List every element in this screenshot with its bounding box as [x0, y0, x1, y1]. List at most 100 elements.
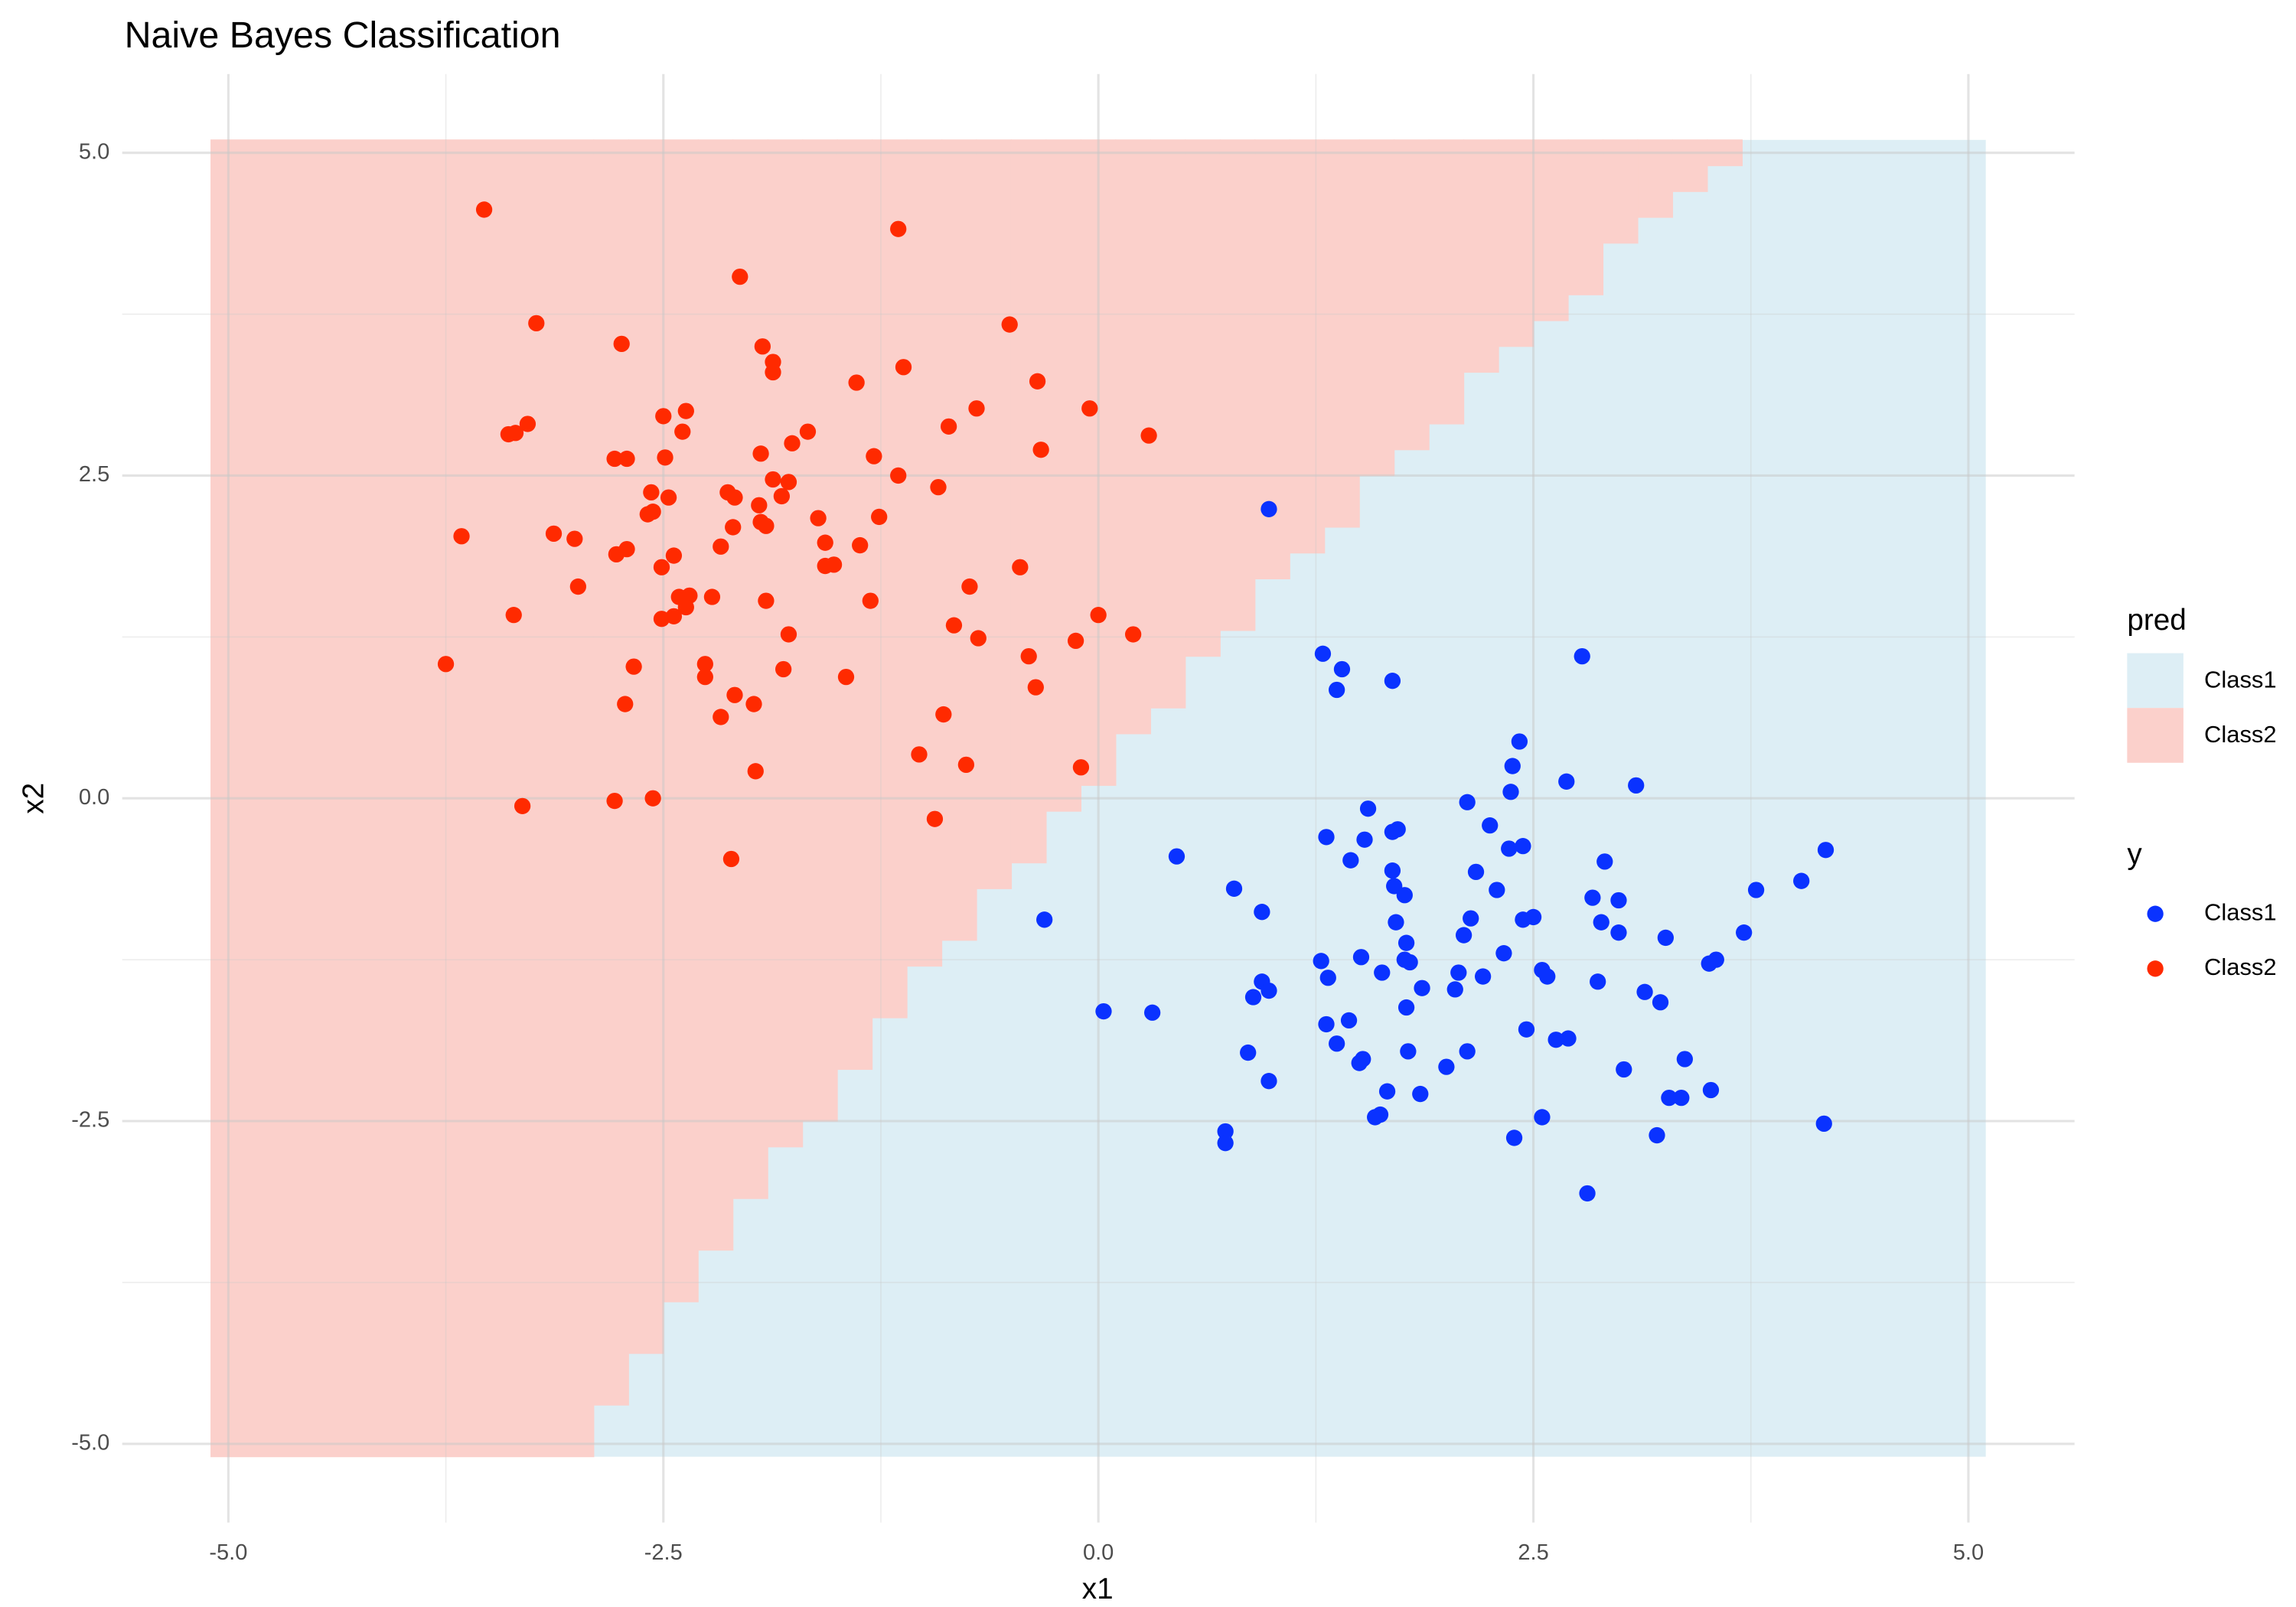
point	[862, 592, 879, 609]
legend-title: pred	[2127, 604, 2186, 637]
point	[1459, 1043, 1476, 1060]
point	[780, 474, 797, 491]
region-class2-column	[1671, 139, 1708, 192]
region-class2-column	[1289, 139, 1326, 554]
point	[1072, 759, 1090, 776]
region-class2-column	[1150, 139, 1186, 709]
point	[1584, 889, 1601, 906]
x-axis-title: x1	[1082, 1573, 1114, 1605]
region-class2-column	[1010, 139, 1047, 864]
point	[1467, 863, 1485, 881]
region-class2-column	[1428, 139, 1465, 425]
point	[1318, 829, 1335, 846]
point	[1314, 645, 1332, 662]
point	[1168, 848, 1186, 865]
y-tick-label: 2.5	[79, 462, 109, 487]
point	[617, 696, 634, 712]
point	[784, 435, 801, 451]
point	[653, 611, 670, 627]
point	[1027, 679, 1044, 696]
point	[968, 400, 985, 417]
point	[1610, 892, 1627, 909]
point	[726, 489, 743, 506]
point	[1001, 316, 1018, 333]
x-tick-label: 0.0	[1083, 1540, 1114, 1565]
point	[1574, 648, 1590, 665]
point	[1261, 500, 1277, 517]
point	[1401, 953, 1418, 971]
point	[665, 547, 683, 564]
legend: pred Class1 Class2 y Class1 Class2	[2127, 604, 2277, 980]
point	[696, 668, 713, 686]
point	[505, 607, 522, 624]
point	[1217, 1135, 1234, 1152]
point	[475, 201, 493, 218]
point	[1702, 1081, 1720, 1099]
point	[1459, 794, 1476, 810]
point	[1661, 1089, 1678, 1107]
point	[1560, 1030, 1577, 1047]
y-tick-label: -2.5	[71, 1108, 109, 1133]
point	[545, 525, 563, 543]
point	[1815, 1115, 1832, 1133]
point	[758, 517, 775, 534]
point	[703, 588, 721, 605]
point	[1504, 758, 1521, 774]
x-tick-label: 2.5	[1518, 1540, 1548, 1565]
point	[1240, 1044, 1257, 1061]
point	[1636, 983, 1653, 1000]
region-class2-column	[663, 139, 699, 1302]
point	[780, 626, 797, 643]
grid	[122, 73, 2075, 1523]
point	[837, 668, 855, 686]
point	[1340, 1012, 1358, 1029]
point	[1328, 681, 1345, 699]
point	[852, 536, 869, 554]
point	[1095, 1002, 1112, 1020]
region-class2-column	[1463, 139, 1499, 373]
point	[747, 763, 764, 780]
point	[930, 478, 947, 496]
point	[745, 696, 762, 712]
point	[437, 656, 455, 673]
point	[1558, 773, 1575, 790]
point	[1143, 1004, 1161, 1021]
point	[758, 592, 775, 609]
point	[1548, 1032, 1564, 1048]
chart-title: Naive Bayes Classification	[125, 15, 561, 56]
point	[1333, 660, 1351, 678]
point	[1261, 1073, 1277, 1090]
point	[1356, 831, 1373, 848]
point	[1539, 968, 1556, 985]
point	[895, 359, 912, 376]
region-class2-column	[628, 139, 664, 1354]
region-class2-column	[1324, 139, 1360, 528]
point	[1140, 427, 1157, 444]
legend-title: y	[2127, 838, 2142, 871]
point	[722, 850, 740, 868]
region-class2-column	[1602, 139, 1639, 244]
point	[1081, 400, 1098, 417]
points	[437, 201, 1835, 1202]
point	[1518, 1021, 1535, 1038]
point	[911, 746, 928, 763]
x-tick-label: 5.0	[1953, 1540, 1984, 1565]
point	[926, 810, 944, 827]
point	[945, 617, 963, 634]
point	[1657, 929, 1674, 947]
y-axis-title: x2	[18, 783, 51, 814]
point	[1450, 964, 1467, 981]
region-class2-column	[1394, 139, 1430, 451]
x-tick-label: -5.0	[209, 1540, 247, 1565]
region-class2-column	[1498, 139, 1534, 347]
point	[1384, 862, 1401, 879]
point	[765, 363, 781, 381]
point	[606, 450, 623, 468]
point	[1396, 887, 1413, 904]
point	[1628, 777, 1645, 794]
point	[1649, 1126, 1665, 1144]
point	[677, 598, 694, 616]
region-class2-column	[1185, 139, 1221, 657]
legend-key	[2147, 960, 2164, 977]
